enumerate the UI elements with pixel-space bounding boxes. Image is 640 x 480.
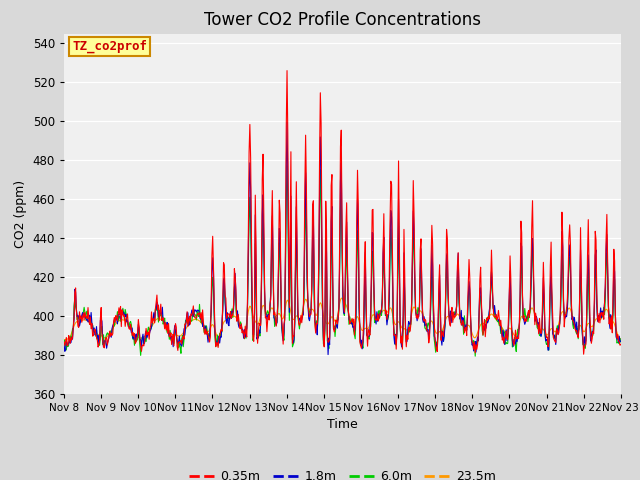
Text: TZ_co2prof: TZ_co2prof	[72, 40, 147, 53]
Title: Tower CO2 Profile Concentrations: Tower CO2 Profile Concentrations	[204, 11, 481, 29]
Legend: 0.35m, 1.8m, 6.0m, 23.5m: 0.35m, 1.8m, 6.0m, 23.5m	[184, 465, 500, 480]
X-axis label: Time: Time	[327, 418, 358, 431]
Y-axis label: CO2 (ppm): CO2 (ppm)	[14, 180, 27, 248]
